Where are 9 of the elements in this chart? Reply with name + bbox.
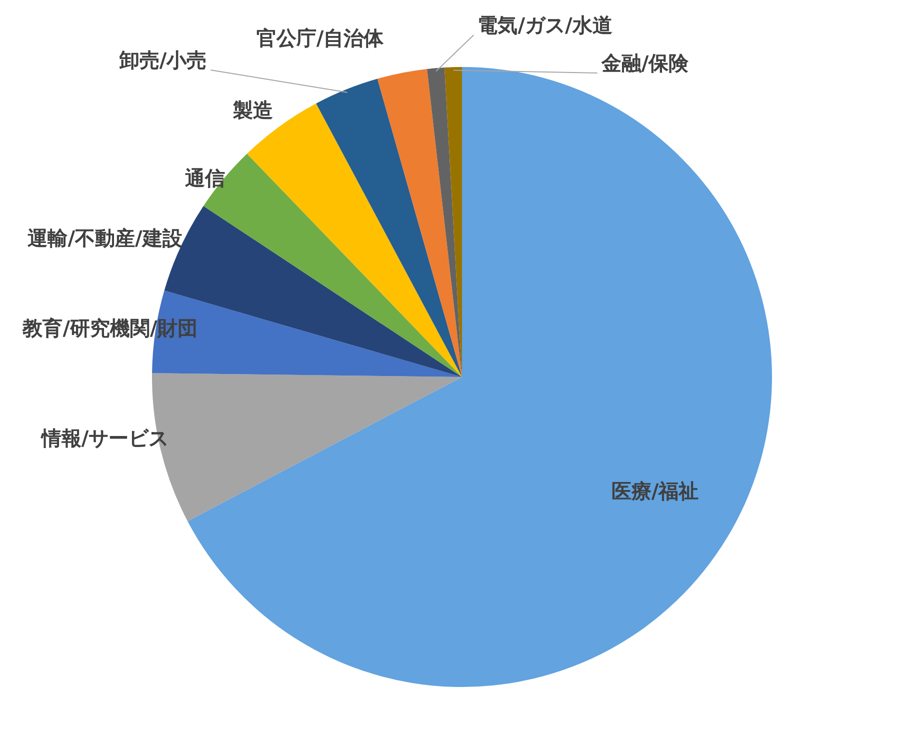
- slice-label: 電気/ガス/水道: [478, 13, 612, 38]
- slice-label: 製造: [232, 98, 273, 122]
- slice-label: 医療/福祉: [611, 479, 699, 504]
- slice-label: 卸売/小売: [118, 48, 207, 72]
- slice-label: 情報/サービス: [39, 426, 169, 450]
- slice-label: 通信: [184, 166, 225, 190]
- slice-label: 官公庁/自治体: [256, 26, 385, 50]
- slice-label: 運輸/不動産/建設: [26, 226, 184, 250]
- slice-label: 金融/保険: [600, 51, 690, 76]
